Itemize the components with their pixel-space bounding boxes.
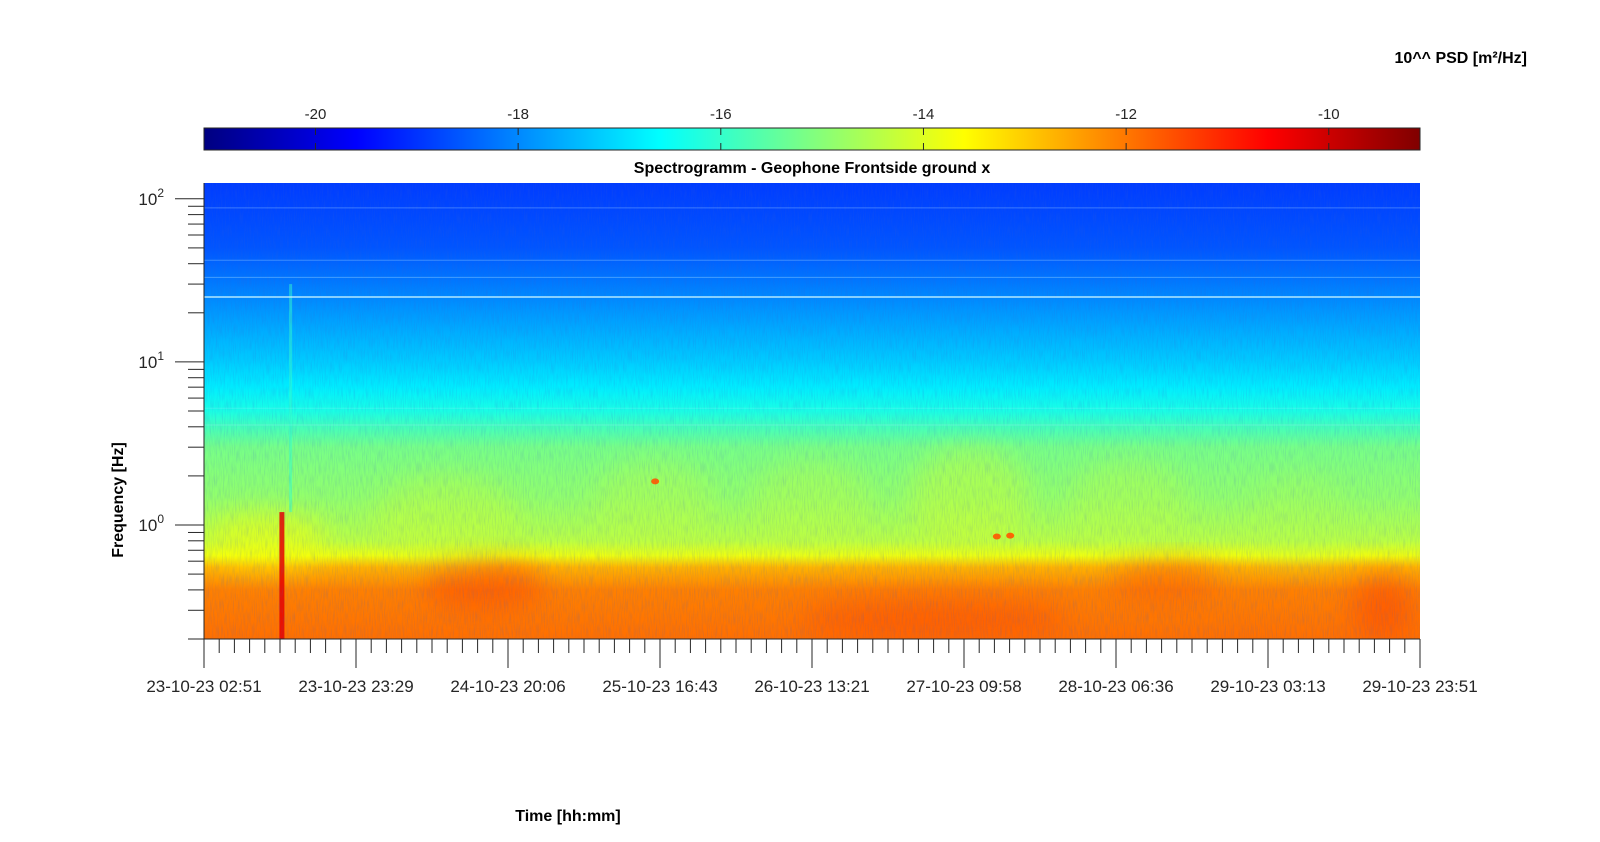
y-axis: 100 101 102 — [138, 183, 205, 640]
chart-title: Spectrogramm - Geophone Frontside ground… — [634, 160, 991, 177]
x-tick-label: 26-10-23 13:21 — [754, 677, 869, 696]
colorbar-tick-label: -14 — [913, 106, 935, 123]
colorbar-tick-label: -18 — [507, 106, 529, 123]
x-tick-label: 29-10-23 23:51 — [1362, 677, 1477, 696]
colorbar-tick-label: -10 — [1318, 106, 1340, 123]
x-tick-label: 27-10-23 09:58 — [906, 677, 1021, 696]
x-tick-label: 25-10-23 16:43 — [602, 677, 717, 696]
y-tick-label: 101 — [138, 349, 164, 372]
spectrogram-texture — [204, 183, 1420, 639]
x-axis-label: Time [hh:mm] — [515, 808, 620, 825]
colorbar: -20 -18 -16 -14 -12 -10 — [203, 106, 1421, 151]
colorbar-gradient — [204, 128, 1420, 150]
x-tick-label: 23-10-23 02:51 — [146, 677, 261, 696]
colorbar-tick-label: -20 — [305, 106, 327, 123]
x-tick-label: 28-10-23 06:36 — [1058, 677, 1173, 696]
x-axis: 23-10-23 02:51 23-10-23 23:29 24-10-23 20:… — [146, 638, 1478, 696]
colorbar-tick-label: -12 — [1115, 106, 1137, 123]
x-tick-label: 29-10-23 03:13 — [1210, 677, 1325, 696]
y-axis-label: Frequency [Hz] — [110, 442, 127, 558]
y-tick-label: 102 — [138, 186, 164, 209]
colorbar-frame — [203, 127, 1421, 151]
spectrogram-plot-area — [204, 183, 1420, 639]
colorbar-label: 10^^ PSD [m²/Hz] — [1395, 50, 1527, 67]
x-tick-label: 24-10-23 20:06 — [450, 677, 565, 696]
colorbar-tick-label: -16 — [710, 106, 732, 123]
colorbar-ticks: -20 -18 -16 -14 -12 -10 — [305, 106, 1340, 150]
y-tick-label: 100 — [138, 512, 164, 535]
spectrogram-harmonic-lines — [204, 207, 1420, 426]
x-tick-label: 23-10-23 23:29 — [298, 677, 413, 696]
